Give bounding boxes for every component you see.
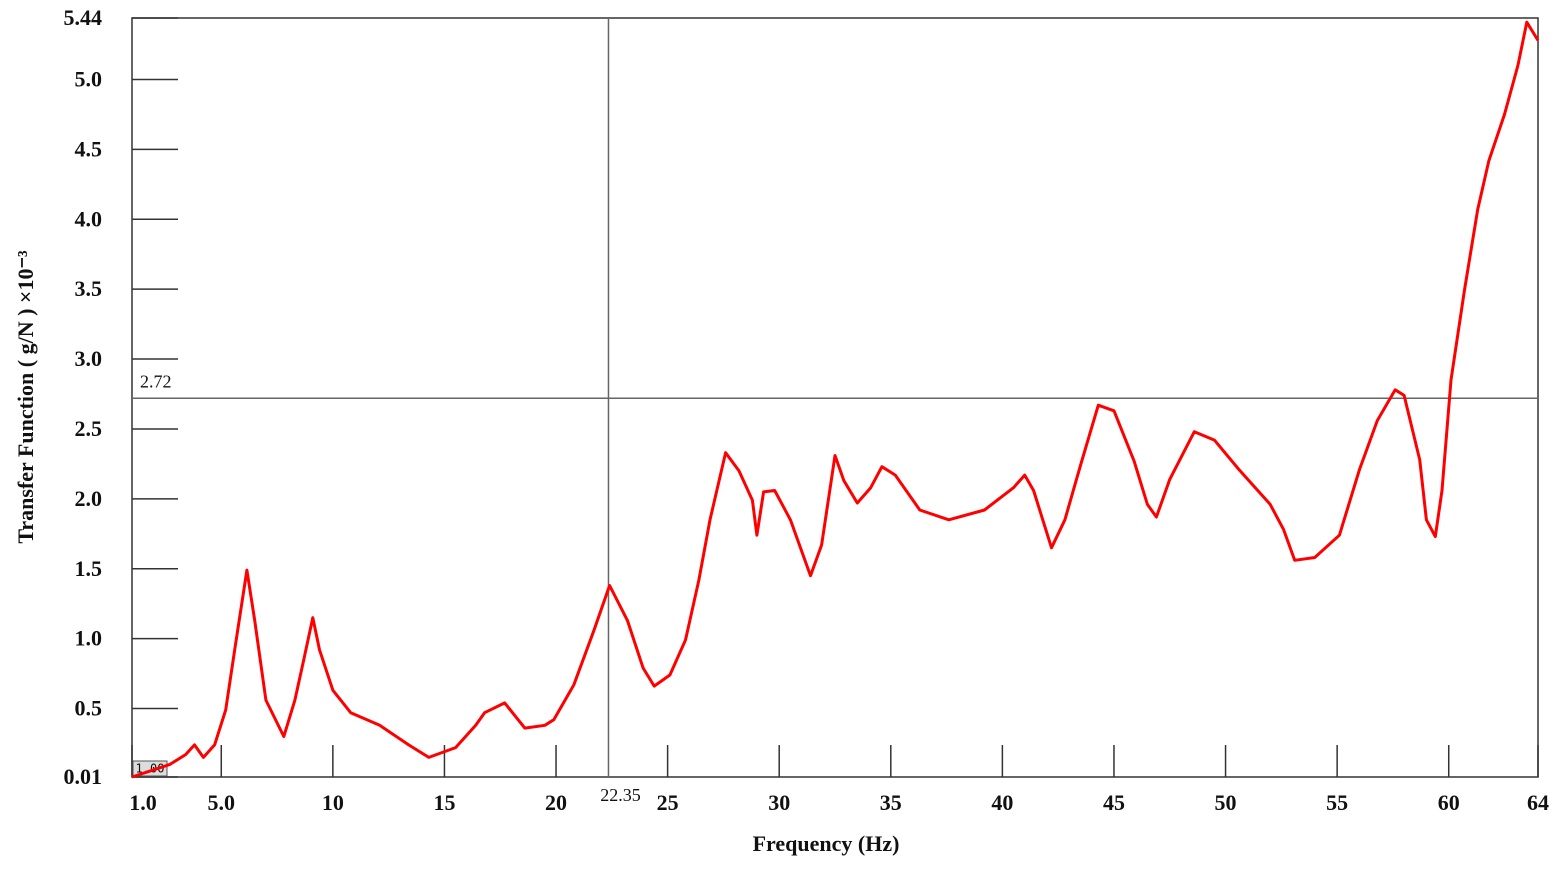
x-tick-label: 20 (545, 790, 567, 815)
x-axis-label: Frequency (Hz) (753, 831, 900, 856)
y-tick-label: 3.0 (75, 346, 103, 371)
x-tick-label: 25 (657, 790, 679, 815)
y-tick-label: 1.5 (75, 556, 103, 581)
data-line (131, 20, 1540, 779)
x-tick-label: 45 (1103, 790, 1125, 815)
x-tick-label: 5.0 (208, 790, 236, 815)
y-tick-label: 0.5 (75, 696, 103, 721)
scale-box (132, 760, 168, 777)
y-tick-label: 0.01 (64, 764, 103, 789)
y-tick-label: 3.5 (75, 276, 103, 301)
y-tick-label: 5.0 (75, 67, 103, 92)
cursor-y-label: 2.72 (140, 371, 172, 391)
y-tick-label: 4.0 (75, 206, 103, 231)
x-tick-label: 1.0 (129, 790, 157, 815)
y-tick-label: 1.0 (75, 626, 103, 651)
x-tick-label: 15 (433, 790, 455, 815)
x-tick-label: 30 (768, 790, 790, 815)
y-tick-label: 2.0 (75, 486, 103, 511)
x-tick-label: 35 (880, 790, 902, 815)
x-tick-label: 55 (1326, 790, 1348, 815)
y-axis-label: Transfer Function ( g/N ) ×10⁻³ (13, 250, 38, 544)
x-tick-label: 10 (322, 790, 344, 815)
x-tick-label: 60 (1438, 790, 1460, 815)
x-tick-label: 40 (991, 790, 1013, 815)
x-tick-label: 64 (1527, 790, 1549, 815)
cursor-x-label: 22.35 (600, 785, 641, 805)
y-tick-label: 5.44 (64, 5, 103, 30)
y-tick-label: 2.5 (75, 416, 103, 441)
y-tick-label: 4.5 (75, 136, 103, 161)
x-tick-label: 50 (1215, 790, 1237, 815)
